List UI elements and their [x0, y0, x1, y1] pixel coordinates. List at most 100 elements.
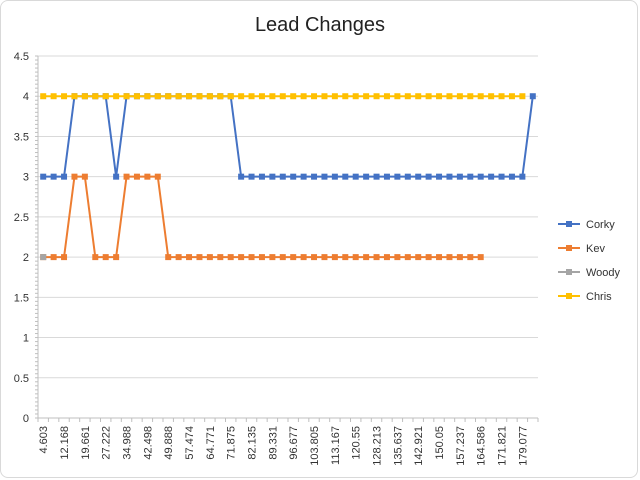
- data-point: [258, 254, 265, 261]
- data-point: [415, 254, 422, 261]
- data-point: [227, 93, 234, 100]
- series-chris: [40, 93, 526, 100]
- x-tick-label: 49.888: [163, 426, 175, 460]
- data-point: [123, 173, 130, 180]
- x-tick-label: 113.167: [330, 426, 342, 465]
- y-tick-label: 2: [23, 252, 29, 264]
- data-point: [300, 254, 307, 261]
- data-point: [238, 173, 245, 180]
- data-point: [61, 254, 68, 261]
- data-point: [206, 93, 213, 100]
- data-point: [144, 173, 151, 180]
- data-point: [248, 173, 255, 180]
- data-point: [290, 254, 297, 261]
- x-tick-label: 157.237: [455, 426, 467, 466]
- data-point: [217, 254, 224, 261]
- data-point: [321, 173, 328, 180]
- data-point: [196, 93, 203, 100]
- data-point: [446, 254, 453, 261]
- data-point: [92, 254, 99, 261]
- axis-layer: 0 0.5 1 1.5 2 2.5 3 3.5 4 4.5 4.603 12.168 19.661 27.…: [14, 51, 539, 466]
- x-tick-label: 19.661: [80, 426, 92, 460]
- data-point: [102, 254, 109, 261]
- data-point: [102, 93, 109, 100]
- legend-label: Kev: [586, 243, 605, 255]
- data-point: [206, 254, 213, 261]
- x-tick-label: 135.637: [392, 426, 404, 466]
- data-point: [415, 93, 422, 100]
- data-point: [519, 93, 526, 100]
- data-point: [238, 254, 245, 261]
- data-point: [394, 173, 401, 180]
- data-point: [50, 173, 57, 180]
- series-kev: [40, 173, 484, 261]
- x-tick-label: 71.875: [226, 426, 238, 460]
- data-point: [300, 173, 307, 180]
- x-tick-label: 89.331: [267, 426, 279, 460]
- data-point: [175, 93, 182, 100]
- data-point: [488, 93, 495, 100]
- data-point: [269, 173, 276, 180]
- data-point: [456, 254, 463, 261]
- data-point: [331, 173, 338, 180]
- data-point: [404, 93, 411, 100]
- data-point: [279, 93, 286, 100]
- data-point: [154, 173, 161, 180]
- data-point: [133, 173, 140, 180]
- data-point: [165, 93, 172, 100]
- legend-swatch-marker: [566, 293, 572, 299]
- data-point: [436, 93, 443, 100]
- legend-label: Corky: [586, 219, 615, 231]
- data-point: [477, 93, 484, 100]
- data-point: [519, 173, 526, 180]
- data-point: [311, 173, 318, 180]
- data-point: [425, 93, 432, 100]
- data-point: [529, 93, 536, 100]
- data-point: [269, 254, 276, 261]
- data-point: [40, 173, 47, 180]
- data-point: [488, 173, 495, 180]
- data-point: [154, 93, 161, 100]
- data-point: [258, 173, 265, 180]
- data-point: [352, 93, 359, 100]
- x-tick-label: 171.821: [497, 426, 509, 466]
- data-point: [269, 93, 276, 100]
- legend-label: Chris: [586, 291, 612, 303]
- data-point: [165, 254, 172, 261]
- x-tick-label: 179.077: [517, 426, 529, 466]
- data-point: [196, 254, 203, 261]
- data-point: [436, 173, 443, 180]
- data-point: [394, 254, 401, 261]
- data-point: [133, 93, 140, 100]
- data-point: [258, 93, 265, 100]
- data-point: [363, 93, 370, 100]
- data-point: [352, 173, 359, 180]
- data-point: [467, 93, 474, 100]
- data-point: [383, 93, 390, 100]
- data-point: [279, 173, 286, 180]
- x-tick-label: 34.988: [122, 426, 134, 460]
- data-point: [238, 93, 245, 100]
- data-point: [383, 173, 390, 180]
- data-point: [123, 93, 130, 100]
- x-tick-label: 150.05: [434, 426, 446, 460]
- x-tick-label: 27.222: [101, 426, 113, 460]
- data-point: [373, 254, 380, 261]
- data-point: [446, 93, 453, 100]
- data-point: [71, 93, 78, 100]
- data-point: [456, 173, 463, 180]
- data-point: [373, 173, 380, 180]
- x-tick-label: 12.168: [59, 426, 71, 460]
- y-tick-label: 2.5: [14, 212, 29, 224]
- x-tick-label: 164.586: [476, 426, 488, 466]
- data-point: [186, 254, 193, 261]
- data-point: [415, 173, 422, 180]
- data-point: [40, 254, 47, 261]
- data-point: [394, 93, 401, 100]
- data-point: [352, 254, 359, 261]
- data-point: [50, 93, 57, 100]
- x-tick-label: 57.474: [184, 426, 196, 460]
- data-point: [248, 93, 255, 100]
- data-point: [508, 173, 515, 180]
